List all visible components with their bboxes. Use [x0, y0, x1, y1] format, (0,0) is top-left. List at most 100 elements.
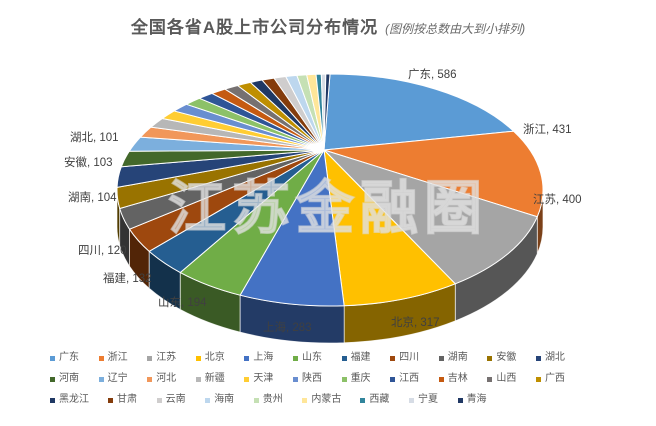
pie-label-福建: 福建, 132 [103, 271, 152, 285]
legend-row-1: 广东 浙江 江苏 北京 上海 山东 福建 四川 湖南 安徽 湖北 [50, 352, 625, 364]
legend-item-河南: 河南 [50, 373, 99, 385]
legend-item-上海: 上海 [244, 352, 293, 364]
legend-item-湖南: 湖南 [438, 352, 488, 364]
legend-item-山东: 山东 [292, 352, 342, 364]
legend-label-河北: 河北 [156, 373, 177, 384]
legend-label-北京: 北京 [204, 352, 225, 363]
pie-label-上海: 上海, 283 [263, 320, 312, 334]
legend-label-福建: 福建 [350, 352, 371, 363]
legend-marker-天津 [244, 376, 250, 382]
legend-item-吉林: 吉林 [438, 373, 488, 385]
chart-title-text: 全国各省A股上市公司分布情况 [130, 18, 379, 37]
pie-label-广东: 广东, 586 [408, 68, 457, 81]
legend-marker-江苏 [147, 355, 153, 361]
legend-label-天津: 天津 [253, 373, 274, 384]
pie-slice-广东 [323, 73, 515, 151]
legend-label-贵州: 贵州 [262, 394, 283, 405]
legend-marker-黑龙江 [50, 397, 55, 403]
legend-label-青海: 青海 [466, 394, 487, 405]
legend-marker-河南 [50, 376, 55, 382]
legend-label-河南: 河南 [59, 373, 79, 384]
legend-marker-山东 [292, 355, 298, 361]
legend-label-广西: 广西 [544, 373, 565, 384]
legend-item-陕西: 陕西 [292, 373, 342, 385]
legend-label-内蒙古: 内蒙古 [311, 394, 342, 405]
legend-marker-上海 [244, 355, 250, 361]
legend-label-云南: 云南 [165, 394, 186, 405]
legend-marker-广西 [535, 376, 541, 382]
legend-row-3: 黑龙江 甘肃 云南 海南 贵州 内蒙古 西藏 宁夏 青海 [50, 394, 625, 406]
legend-marker-辽宁 [98, 376, 104, 382]
pie-slice-青海 [323, 73, 331, 151]
legend-label-甘肃: 甘肃 [117, 394, 137, 405]
legend-marker-重庆 [341, 376, 347, 382]
chart-title: 全国各省A股上市公司分布情况 (图例按总数由大到小排列) [0, 13, 656, 38]
legend-item-江苏: 江苏 [147, 352, 196, 364]
legend-label-重庆: 重庆 [350, 373, 371, 384]
legend-item-广西: 广西 [535, 373, 585, 385]
legend-label-上海: 上海 [253, 352, 274, 363]
legend-item-云南: 云南 [156, 394, 206, 406]
legend-label-黑龙江: 黑龙江 [59, 394, 89, 405]
legend-item-福建: 福建 [341, 352, 391, 364]
legend-label-湖北: 湖北 [544, 352, 565, 363]
pie-label-浙江: 浙江, 431 [523, 123, 572, 136]
legend-marker-海南 [205, 397, 211, 403]
pie-label-山东: 山东, 194 [158, 296, 207, 309]
legend-marker-青海 [457, 397, 463, 403]
legend-label-湖南: 湖南 [447, 352, 468, 363]
legend-marker-湖南 [438, 355, 444, 361]
legend-marker-四川 [390, 355, 396, 361]
legend-label-四川: 四川 [399, 352, 420, 363]
pie-label-四川: 四川, 120 [78, 244, 127, 257]
pie-slice-江苏 [323, 149, 538, 285]
legend-item-湖北: 湖北 [535, 352, 585, 364]
legend-marker-新疆 [195, 376, 201, 382]
legend-item-广东: 广东 [50, 352, 99, 364]
pie-label-江苏: 江苏, 400 [533, 193, 582, 206]
legend-item-浙江: 浙江 [98, 352, 148, 364]
legend-label-西藏: 西藏 [369, 394, 390, 405]
legend-item-四川: 四川 [390, 352, 439, 364]
legend-item-内蒙古: 内蒙古 [302, 394, 360, 406]
legend-label-海南: 海南 [214, 394, 235, 405]
legend-item-北京: 北京 [195, 352, 245, 364]
legend-item-安徽: 安徽 [487, 352, 536, 364]
legend-label-吉林: 吉林 [447, 373, 468, 384]
legend-item-宁夏: 宁夏 [408, 394, 458, 406]
legend-label-陕西: 陕西 [301, 373, 322, 384]
legend-label-江西: 江西 [399, 373, 420, 384]
legend-item-辽宁: 辽宁 [98, 373, 148, 385]
legend-item-新疆: 新疆 [195, 373, 245, 385]
legend-marker-广东 [50, 355, 55, 361]
pie-label-湖北: 湖北, 101 [70, 130, 119, 144]
legend-label-山西: 山西 [496, 373, 517, 384]
legend-marker-湖北 [535, 355, 541, 361]
legend-item-海南: 海南 [205, 394, 254, 406]
legend: 广东 浙江 江苏 北京 上海 山东 福建 四川 湖南 安徽 湖北河南 辽宁 河北 新疆 天津 陕西 重庆 江西 吉林… [50, 352, 625, 415]
pie-label-北京: 北京, 317 [391, 315, 440, 329]
legend-marker-福建 [341, 355, 347, 361]
legend-marker-北京 [195, 355, 201, 361]
legend-row-2: 河南 辽宁 河北 新疆 天津 陕西 重庆 江西 吉林 山西 广西 [50, 373, 625, 385]
legend-label-山东: 山东 [301, 352, 322, 363]
legend-marker-贵州 [253, 397, 259, 403]
legend-marker-西藏 [360, 397, 366, 403]
legend-item-天津: 天津 [244, 373, 293, 385]
chart-title-note: (图例按总数由大到小排列) [385, 22, 526, 36]
pie-label-湖南: 湖南, 104 [68, 190, 117, 204]
pie-slice-上海 [239, 149, 345, 307]
legend-label-宁夏: 宁夏 [417, 394, 438, 405]
legend-marker-山西 [487, 376, 493, 382]
legend-marker-浙江 [98, 355, 104, 361]
legend-item-贵州: 贵州 [253, 394, 303, 406]
legend-label-广东: 广东 [59, 352, 79, 363]
legend-marker-宁夏 [408, 397, 414, 403]
legend-marker-陕西 [292, 376, 298, 382]
legend-label-江苏: 江苏 [156, 352, 177, 363]
pie-label-安徽: 安徽, 103 [64, 155, 113, 169]
legend-marker-内蒙古 [302, 397, 308, 403]
legend-marker-江西 [390, 376, 396, 382]
legend-marker-甘肃 [108, 397, 113, 403]
